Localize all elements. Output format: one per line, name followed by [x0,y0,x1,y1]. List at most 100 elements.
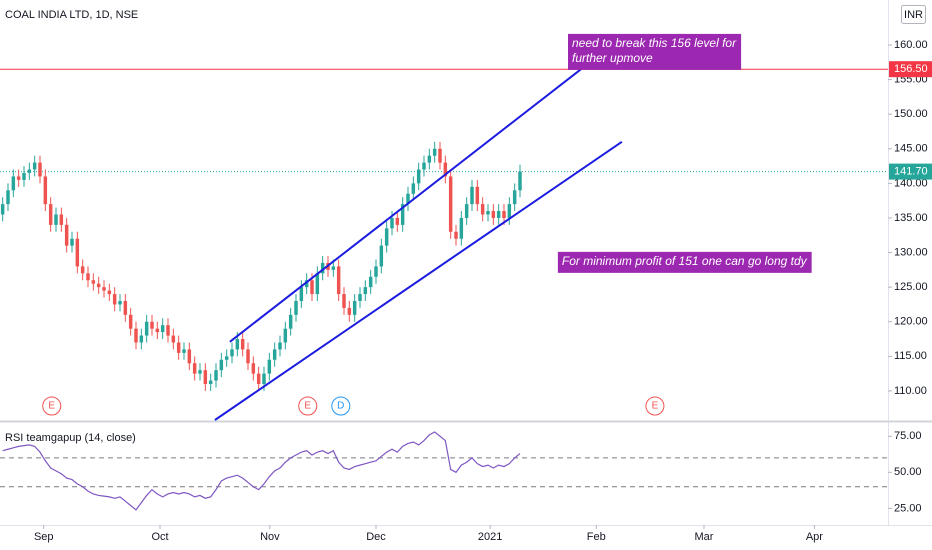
x-tick-label: 2021 [478,531,502,543]
price-level-badge [889,61,932,78]
y-tick-label: 125.00 [894,281,928,293]
candle-body [128,314,133,329]
candle-body [240,339,245,350]
candle-body [278,342,282,350]
x-tick-label: Feb [587,531,606,543]
price-level-label: 156.50 [894,63,928,75]
x-tick-label: Sep [34,531,54,543]
candle-body [203,370,208,385]
candle-body [267,359,272,374]
y-tick-label: 110.00 [894,385,927,397]
candle-body [208,380,213,385]
x-tick-label: Oct [151,531,168,543]
candle-body [384,228,389,246]
candle-body [171,335,176,343]
candle-body [150,321,154,329]
candle-body [80,266,85,274]
event-label: E [304,401,311,412]
candle-body [32,162,37,170]
candle-body [182,349,186,353]
y-tick-label: 75.00 [894,430,922,442]
candle-body [112,294,117,305]
candle-body [0,204,5,215]
candle-body [390,217,394,229]
candle-body [70,238,74,246]
y-tick-label: 120.00 [894,316,928,328]
candle-body [288,314,293,329]
candle-body [432,148,437,156]
candle-body [320,262,325,274]
candle-body [411,183,416,194]
candle-body [294,300,298,315]
candle-body [512,190,517,205]
candle-body [336,266,341,295]
annotation-text: For minimum profit of 151 one can go lon… [562,254,808,268]
candle-body [6,190,10,205]
candle-body [262,373,266,385]
candle-body [187,349,192,364]
candle-body [448,176,453,232]
y-tick-label: 160.00 [894,39,928,51]
candle-body [304,280,309,288]
candle-body [75,238,80,267]
candle-body [272,349,277,360]
currency-label[interactable]: INR [904,9,923,21]
last-price-label: 141.70 [894,166,928,178]
candle-body [214,370,218,381]
candle-body [54,214,58,225]
trendline [229,61,591,343]
event-marker [298,396,318,416]
candle-body [470,186,474,205]
candle-body [480,204,485,215]
candle-body [299,287,304,301]
candle-body [496,211,501,218]
candle-body [438,148,442,163]
y-tick-label: 140.00 [894,177,928,189]
candle-body [118,300,122,305]
candle-body [166,325,170,336]
x-tick-label: Nov [260,531,280,543]
candle-body [464,204,469,218]
candle-body [352,300,357,315]
candle-body [486,211,490,215]
y-tick-label: 115.00 [894,350,927,362]
candle-body [219,359,224,371]
candle-body [475,186,480,205]
candle-body [230,349,234,357]
candle-body [64,224,69,246]
candle-body [235,339,240,350]
candle-body [59,214,64,225]
candle-body [192,363,197,374]
candle-body [518,171,522,191]
candle-body [491,211,496,218]
candle-body [502,211,506,218]
event-marker [331,396,351,416]
candle-body [342,294,346,308]
annotation-text: further upmove [572,51,653,65]
candle-body [160,325,165,333]
event-label: E [652,401,659,412]
y-tick-label: 150.00 [894,108,928,120]
candle-body [123,300,128,315]
event-marker [42,396,62,416]
candle-body [86,273,90,281]
x-tick-label: Mar [695,531,714,543]
candle-body [251,363,256,374]
candle-body [176,342,181,353]
symbol-title: COAL INDIA LTD, 1D, NSE [5,9,138,21]
candle-body [16,176,21,180]
candle-body [507,204,512,218]
candle-body [198,370,202,374]
currency-box[interactable] [901,5,926,24]
candle-body [363,287,368,295]
y-tick-label: 50.00 [894,466,922,478]
y-tick-label: 130.00 [894,246,928,258]
candle-body [443,162,448,177]
candle-body [406,193,410,205]
candle-body [144,321,149,336]
candle-body [139,335,144,343]
candle-body [422,162,426,170]
candle-body [283,328,288,343]
